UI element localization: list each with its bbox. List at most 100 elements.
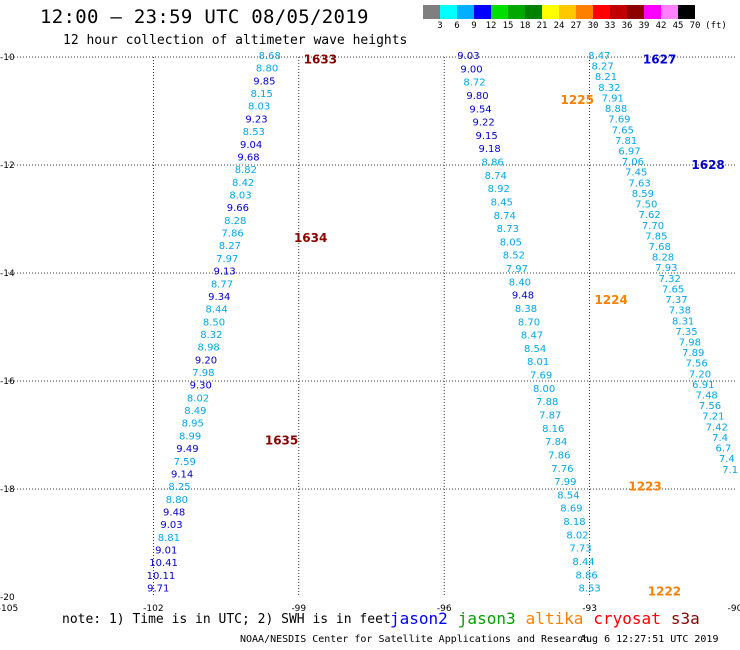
wave-height-value: 7.48 [696,391,718,402]
footer-timestamp: Aug 6 12:27:51 UTC 2019 [580,634,719,645]
wave-height-value: 8.69 [560,504,582,515]
track-middle: 9.03 9.00 8.72 9.80 9.54 9.22 9.15 9.18 8.86 8.74… [457,51,600,595]
wave-height-value: 8.80 [256,64,278,75]
color-scale-label: 33 [604,21,616,31]
wave-height-value: 9.85 [253,76,275,87]
wave-height-value: 9.34 [208,292,230,303]
longitude-labels: -105 -102 -99 -96 -93 -90 [0,604,740,614]
wave-height-value: 7.35 [675,327,697,338]
color-swatch [661,5,678,19]
latitude-label: -20 [0,593,15,603]
wave-height-value: 9.49 [176,444,198,455]
mission-cryosat: cryosat [593,609,661,628]
wave-height-value: 8.49 [184,406,206,417]
color-scale-label: (ft) [705,21,727,31]
wave-height-value: 8.42 [232,178,254,189]
latitude-label: -12 [0,161,15,171]
wave-height-value: 7.87 [539,411,561,422]
wave-height-value: 9.71 [147,584,169,595]
wave-height-value: 7.56 [685,359,707,370]
wave-height-value: 8.86 [575,570,597,581]
wave-height-value: 6.91 [692,380,714,391]
color-swatch [525,5,542,19]
wave-height-value: 8.88 [605,104,627,115]
wave-height-value: 7.4 [712,433,728,444]
color-scale-label: 18 [519,21,531,31]
color-swatch [457,5,474,19]
wave-height-value: 8.73 [497,224,519,235]
time-label: 1634 [294,231,327,245]
mission-legend: jason2 jason3 altika cryosat s3a [390,609,710,628]
color-scale-label: 24 [553,21,565,31]
color-scale-label: 21 [536,21,548,31]
wave-height-value: 8.01 [527,357,549,368]
wave-height-value: 8.54 [524,344,546,355]
color-scale-label: 12 [485,21,497,31]
longitude-label: -96 [437,604,452,614]
longitude-label: -99 [291,604,306,614]
color-scale-label: 70 [689,21,701,31]
wave-height-value: 9.18 [479,144,501,155]
wave-height-value: 8.74 [485,171,507,182]
wave-height-value: 8.77 [211,279,233,290]
wave-height-value: 8.47 [521,331,543,342]
wave-height-value: 7.32 [659,274,681,285]
color-swatch [576,5,593,19]
color-scale-label: 36 [621,21,633,31]
wave-height-value: 9.00 [460,64,482,75]
color-scale-label: 27 [570,21,582,31]
color-scale-label: 30 [587,21,599,31]
color-scale-labels: 3 6 9 12 15 18 21 24 27 30 33 36 39 42 45 70 (ft) [423,21,740,33]
wave-height-value: 8.95 [182,419,204,430]
color-scale-label: 15 [502,21,514,31]
wave-height-value: 9.66 [227,203,249,214]
color-scale-bar [423,5,695,19]
wave-height-value: 8.27 [219,241,241,252]
wave-height-value: 7.59 [174,457,196,468]
latitude-labels: -10 -12 -14 -16 -18 -20 [0,53,15,603]
wave-height-value: 8.16 [542,424,564,435]
color-swatch [678,5,695,19]
wave-height-value: 8.68 [259,51,281,62]
wave-height-value: 8.27 [592,62,614,73]
wave-height-value: 8.44 [206,305,228,316]
map-grid [8,56,735,597]
track-right: 8.478.278.218.327.918.887.697.657.816.97… [588,51,738,476]
color-scale-label: 45 [672,21,684,31]
longitude-label: -93 [582,604,597,614]
wave-height-value: 8.98 [198,343,220,354]
wave-height-value: 8.03 [248,102,270,113]
wave-height-value: 8.45 [491,197,513,208]
wave-height-value: 7.70 [642,221,664,232]
wave-height-value: 7.86 [221,229,243,240]
wave-height-value: 7.63 [628,178,650,189]
wave-height-value: 8.99 [179,431,201,442]
mission-jason2: jason2 [390,609,448,628]
longitude-label: -102 [143,604,163,614]
latitude-label: -14 [0,269,15,279]
wave-height-value: 10.41 [149,558,178,569]
time-label: 1223 [628,479,661,493]
wave-height-value: 7.89 [682,348,704,359]
wave-height-value: 8.81 [158,533,180,544]
wave-height-value: 7.93 [655,263,677,274]
wave-height-value: 7.85 [645,231,667,242]
wave-height-value: 7.76 [551,464,573,475]
wave-height-value: 9.23 [245,114,267,125]
color-swatch [644,5,661,19]
wave-height-value: 9.80 [466,91,488,102]
wave-height-value: 7.20 [689,369,711,380]
wave-height-value: 7.81 [615,136,637,147]
time-label: 1224 [594,293,627,307]
wave-height-value: 7.97 [506,264,528,275]
wave-height-value: 8.05 [500,237,522,248]
wave-height-value: 7.73 [569,544,591,555]
wave-height-value: 9.15 [475,131,497,142]
wave-height-value: 7.65 [662,284,684,295]
wave-height-value: 7.56 [699,401,721,412]
wave-height-value: 9.48 [512,291,534,302]
time-label: 1635 [265,433,298,447]
color-swatch [627,5,644,19]
color-swatch [593,5,610,19]
